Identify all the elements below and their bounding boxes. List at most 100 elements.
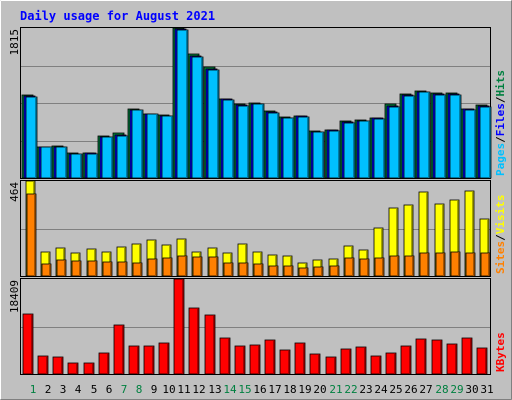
- bar-kbytes-day-2: [37, 355, 49, 375]
- bar-kbytes-day-23: [355, 346, 367, 375]
- bar-pages-day-31-shade: [489, 108, 491, 178]
- bar-sites-day-5-shade: [95, 262, 97, 276]
- bar-pages-day-27: [418, 91, 431, 179]
- bar-kbytes-day-25: [385, 352, 397, 375]
- bar-pages-day-27-shade: [428, 93, 430, 178]
- bar-kbytes-day-30-shade: [470, 339, 472, 374]
- bar-sites-day-6-shade: [110, 263, 112, 276]
- bar-kbytes-day-8: [128, 345, 140, 375]
- bar-kbytes-day-19-shade: [303, 344, 305, 374]
- bar-pages-day-16: [252, 103, 265, 179]
- bar-pages-day-3-shade: [65, 148, 67, 178]
- bar-sites-day-16-shade: [261, 265, 263, 276]
- bar-pages-day-30: [464, 109, 477, 179]
- day-label-17: 17: [268, 383, 281, 396]
- bar-visits-day-8-shade: [139, 245, 141, 276]
- bar-kbytes-day-27: [415, 338, 427, 375]
- bar-sites-day-8: [132, 262, 143, 277]
- day-label-26: 26: [404, 383, 417, 396]
- bar-sites-day-25: [389, 255, 400, 277]
- day-label-5: 5: [91, 383, 98, 396]
- side-label-part-visits: Visits: [494, 195, 507, 235]
- bar-pages-day-12: [191, 56, 204, 179]
- day-label-16: 16: [253, 383, 266, 396]
- bar-pages-day-2-shade: [50, 148, 52, 178]
- bar-kbytes-day-24: [370, 355, 382, 375]
- bar-kbytes-day-2-shade: [46, 357, 48, 374]
- bar-sites-day-12-shade: [200, 258, 202, 276]
- bar-kbytes-day-5: [83, 362, 95, 375]
- bar-kbytes-day-11: [173, 278, 185, 375]
- side-label-part-kbytes: KBytes: [494, 332, 507, 372]
- bar-pages-day-6: [101, 136, 114, 179]
- bar-visits-day-25-shade: [396, 209, 398, 276]
- y-max-label-hits: 1815: [8, 29, 21, 56]
- bar-sites-day-31-shade: [488, 254, 490, 276]
- bar-kbytes-day-17-shade: [273, 341, 275, 374]
- day-label-8: 8: [136, 383, 143, 396]
- bar-kbytes-day-28: [431, 339, 443, 375]
- day-label-2: 2: [45, 383, 52, 396]
- bar-visits-day-27-shade: [426, 193, 428, 276]
- bar-sites-day-1-shade: [34, 195, 36, 276]
- bar-pages-day-8: [131, 109, 144, 179]
- bar-kbytes-day-16: [249, 344, 261, 375]
- bar-pages-day-23: [358, 120, 371, 179]
- bar-kbytes-day-29-shade: [455, 345, 457, 374]
- day-label-13: 13: [208, 383, 221, 396]
- bar-sites-day-23: [359, 258, 370, 277]
- day-label-20: 20: [313, 383, 326, 396]
- bar-pages-day-21: [328, 130, 341, 179]
- bar-pages-day-31: [479, 106, 492, 179]
- bar-kbytes-day-31: [476, 347, 488, 375]
- day-label-27: 27: [419, 383, 432, 396]
- bar-pages-day-23-shade: [368, 122, 370, 178]
- bar-sites-day-31: [480, 252, 491, 277]
- bar-sites-day-15-shade: [246, 264, 248, 276]
- bar-kbytes-day-1-shade: [31, 315, 33, 374]
- side-label-part-pages: Pages: [494, 143, 507, 176]
- day-axis-labels: 1 2 3 4 5 6 7 8 9 10 11 12 13 14 15 16 17 18 19 20 21 22 23 24 2…: [30, 383, 494, 396]
- bar-pages-day-11: [176, 29, 189, 179]
- side-label-part-slash-3: /: [494, 96, 507, 103]
- side-label-part-hits: Hits: [494, 70, 507, 97]
- bar-visits-day-26-shade: [411, 206, 413, 276]
- bar-pages-day-10: [161, 115, 174, 179]
- side-label-part-files: Files: [494, 103, 507, 136]
- bar-visits-day-28-shade: [442, 205, 444, 276]
- day-label-7: 7: [121, 383, 128, 396]
- day-label-23: 23: [359, 383, 372, 396]
- bar-sites-day-4: [71, 260, 82, 277]
- bar-sites-day-21-shade: [337, 267, 339, 276]
- bar-sites-day-22: [344, 257, 355, 277]
- bar-sites-day-27-shade: [427, 254, 429, 276]
- bar-pages-day-24: [373, 118, 386, 179]
- bar-kbytes-day-21-shade: [334, 358, 336, 374]
- bar-kbytes-day-6: [98, 352, 110, 375]
- bar-pages-day-11-shade: [186, 31, 188, 178]
- bar-sites-day-14: [223, 262, 234, 277]
- bar-pages-day-24-shade: [383, 120, 385, 178]
- bar-pages-day-15-shade: [247, 107, 249, 178]
- bar-sites-day-20: [313, 266, 324, 277]
- bar-kbytes-day-25-shade: [394, 354, 396, 374]
- day-label-22: 22: [344, 383, 357, 396]
- bar-sites-day-17-shade: [276, 267, 278, 276]
- bar-kbytes-day-24-shade: [379, 357, 381, 374]
- bar-pages-day-1-shade: [35, 98, 37, 178]
- bar-kbytes-day-15-shade: [243, 347, 245, 374]
- bar-kbytes-day-10: [158, 342, 170, 375]
- bar-sites-day-2: [41, 263, 52, 277]
- bar-kbytes-day-20-shade: [318, 355, 320, 374]
- bar-kbytes-day-14: [219, 337, 231, 375]
- bar-kbytes-day-9: [143, 345, 155, 375]
- bar-kbytes-day-27-shade: [424, 340, 426, 374]
- bar-sites-day-14-shade: [231, 264, 233, 276]
- day-label-15: 15: [238, 383, 251, 396]
- bar-pages-day-26-shade: [413, 97, 415, 178]
- day-label-21: 21: [329, 383, 342, 396]
- bar-kbytes-day-5-shade: [92, 364, 94, 374]
- bar-sites-day-19: [298, 267, 309, 277]
- bar-kbytes-day-23-shade: [364, 348, 366, 374]
